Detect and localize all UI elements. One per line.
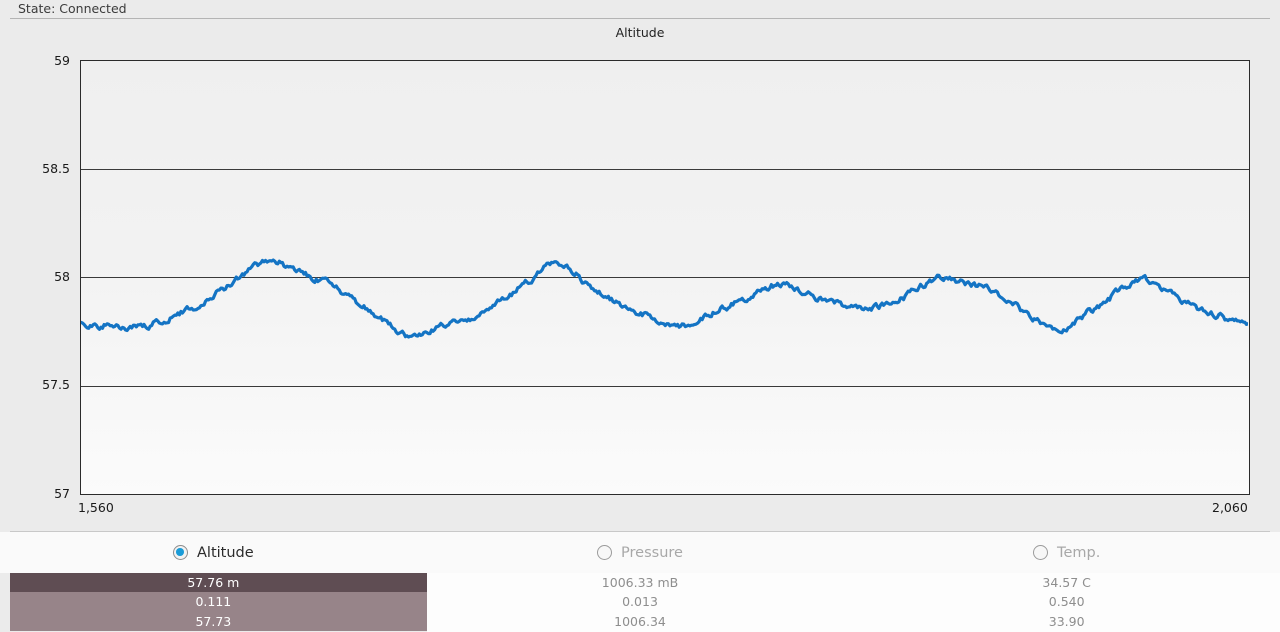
y-axis-tick-3: 57.5	[42, 377, 70, 392]
y-axis-tick-0: 59	[54, 53, 70, 68]
value-current-temp: 34.57 C	[1042, 575, 1091, 591]
y-axis-tick-4: 57	[54, 486, 70, 501]
series-label-temp: Temp.	[1057, 544, 1101, 561]
legend-divider	[10, 531, 1270, 532]
value-mean-temp: 33.90	[1048, 613, 1085, 629]
value-row-mean-altitude: 57.73	[0, 611, 430, 631]
value-row-current-altitude: 57.76 m	[0, 573, 430, 593]
value-current-altitude: 57.76 m	[187, 575, 240, 591]
value-row-std-temp: 0.540	[853, 592, 1280, 611]
series-values-pressure: 1006.33 mB 0.013 1006.34	[426, 573, 854, 632]
value-mean-altitude: 57.73	[195, 613, 232, 629]
value-row-mean-temp: 33.90	[853, 612, 1280, 631]
value-std-temp: 0.540	[1048, 594, 1085, 610]
value-mean-pressure: 1006.34	[614, 613, 666, 629]
series-values-altitude: 57.76 m 0.111 57.73	[0, 573, 430, 632]
value-bar-mean-altitude	[10, 611, 430, 631]
series-column-temp: Temp. 34.57 C 0.540 33.90	[853, 532, 1280, 632]
value-row-current-pressure: 1006.33 mB	[427, 573, 854, 592]
series-panel: Altitude 57.76 m 0.111 57.73	[0, 532, 1280, 632]
value-std-altitude: 0.111	[195, 594, 232, 610]
series-label-pressure: Pressure	[621, 544, 683, 561]
gridline-58-5	[81, 169, 1249, 170]
value-row-mean-pressure: 1006.34	[427, 612, 854, 631]
value-row-std-altitude: 0.111	[0, 592, 430, 612]
series-selector-pressure[interactable]: Pressure	[426, 532, 854, 573]
series-values-temp: 34.57 C 0.540 33.90	[853, 573, 1280, 632]
value-row-std-pressure: 0.013	[427, 592, 854, 611]
altitude-line-series	[81, 258, 1248, 339]
chart-area: 59 58.5 58 57.5 57 1,560 2,060	[0, 45, 1280, 523]
chart-title: Altitude	[615, 25, 665, 40]
value-row-current-temp: 34.57 C	[853, 573, 1280, 592]
gridline-58	[81, 277, 1249, 278]
plot-canvas	[80, 60, 1250, 495]
value-std-pressure: 0.013	[622, 594, 658, 610]
value-current-pressure: 1006.33 mB	[601, 575, 679, 591]
gridline-57-5	[81, 386, 1249, 387]
radio-unselected-icon[interactable]	[1033, 545, 1049, 560]
series-selector-altitude[interactable]: Altitude	[0, 532, 427, 573]
status-bar: State: Connected	[0, 0, 1280, 19]
x-axis-tick-left: 1,560	[78, 500, 114, 515]
series-label-altitude: Altitude	[197, 544, 254, 561]
x-axis-tick-right: 2,060	[1212, 500, 1248, 515]
radio-unselected-icon[interactable]	[597, 545, 613, 560]
series-column-altitude: Altitude 57.76 m 0.111 57.73	[0, 532, 430, 632]
value-bar-current-altitude	[10, 573, 430, 593]
radio-selected-icon[interactable]	[173, 545, 188, 560]
y-axis-tick-2: 58	[54, 269, 70, 284]
connection-state-label: State: Connected	[18, 1, 127, 16]
value-bar-std-altitude	[10, 592, 430, 612]
series-column-pressure: Pressure 1006.33 mB 0.013 1006.34	[426, 532, 854, 632]
status-bar-divider	[10, 18, 1270, 19]
y-axis-tick-1: 58.5	[42, 161, 70, 176]
series-selector-temp[interactable]: Temp.	[853, 532, 1280, 573]
